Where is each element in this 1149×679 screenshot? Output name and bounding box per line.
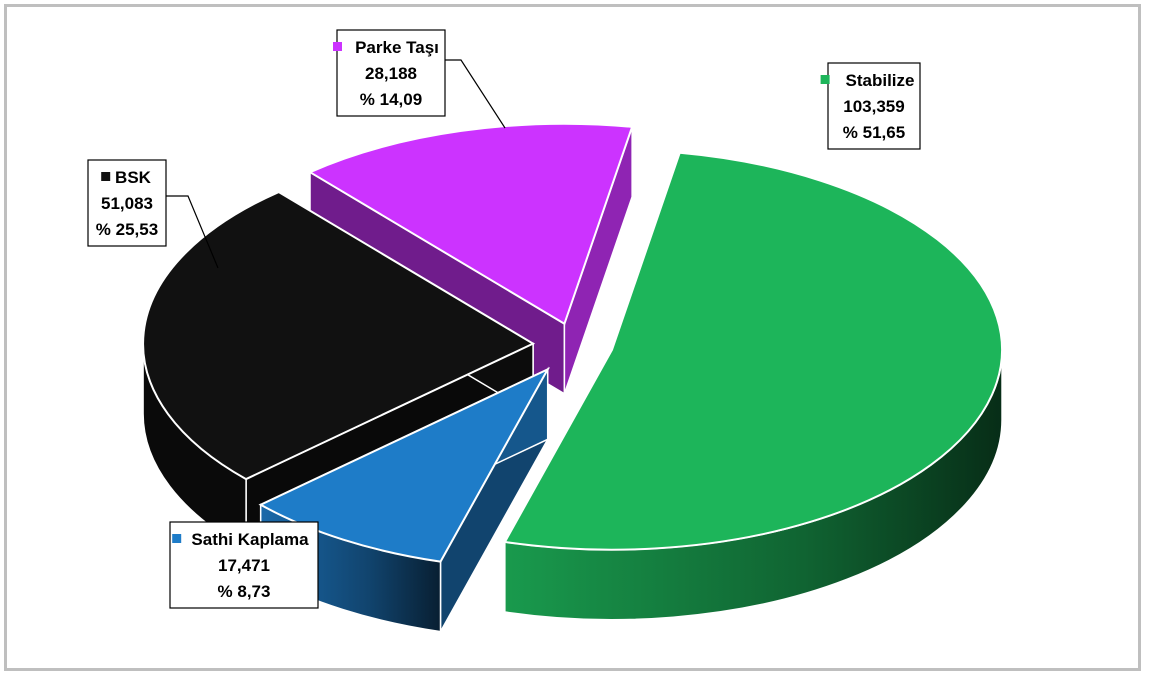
- label-label: Stabilize: [846, 71, 915, 90]
- leader-lines: [166, 59, 506, 269]
- label-percent-text: % 51,65: [843, 123, 905, 142]
- label-label: Sathi Kaplama: [191, 530, 309, 549]
- slices-layer: [142, 122, 1004, 635]
- label-box: [336, 29, 446, 117]
- label-label: BSK: [115, 168, 152, 187]
- legend-key-sathi-kaplama: [172, 534, 182, 543]
- label-percent-text: % 25,53: [96, 220, 158, 239]
- label-box: [827, 62, 921, 150]
- label-percent-text: % 14,09: [360, 90, 422, 109]
- pie-slice-stabilize: [503, 151, 1004, 621]
- legend-key-parke-tasi: [333, 42, 342, 51]
- slice-top: [258, 367, 551, 563]
- data-label-parke-tasi: Parke Taşı 28,188 % 14,09: [333, 29, 446, 117]
- data-label-sathi-kaplama: Sathi Kaplama 17,471 % 8,73: [169, 521, 319, 609]
- label-label: Parke Taşı: [355, 38, 439, 57]
- label-percent-text: % 8,73: [218, 582, 271, 601]
- slice-top: [142, 190, 536, 481]
- leader-line-bsk: [166, 195, 219, 269]
- slice-top: [307, 122, 634, 326]
- data-label-bsk: BSK 51,083 % 25,53: [87, 159, 167, 247]
- label-value-text: 17,471: [218, 556, 270, 575]
- pie-slice-sathi-kaplama: [258, 366, 551, 635]
- label-value-text: 103,359: [843, 97, 904, 116]
- label-box: [169, 521, 319, 609]
- label-value-text: 28,188: [365, 64, 417, 83]
- label-value-text: 51,083: [101, 194, 153, 213]
- data-label-stabilize: Stabilize 103,359 % 51,65: [820, 62, 921, 150]
- legend-key-stabilize: [820, 75, 830, 84]
- legend-key-bsk: [101, 172, 111, 181]
- leader-line-parke-tasi: [445, 59, 506, 129]
- label-box: [87, 159, 167, 247]
- labels-layer: Stabilize 103,359 % 51,65 Sathi Kaplama 17,4…: [87, 29, 921, 609]
- slice-top: [503, 151, 1004, 551]
